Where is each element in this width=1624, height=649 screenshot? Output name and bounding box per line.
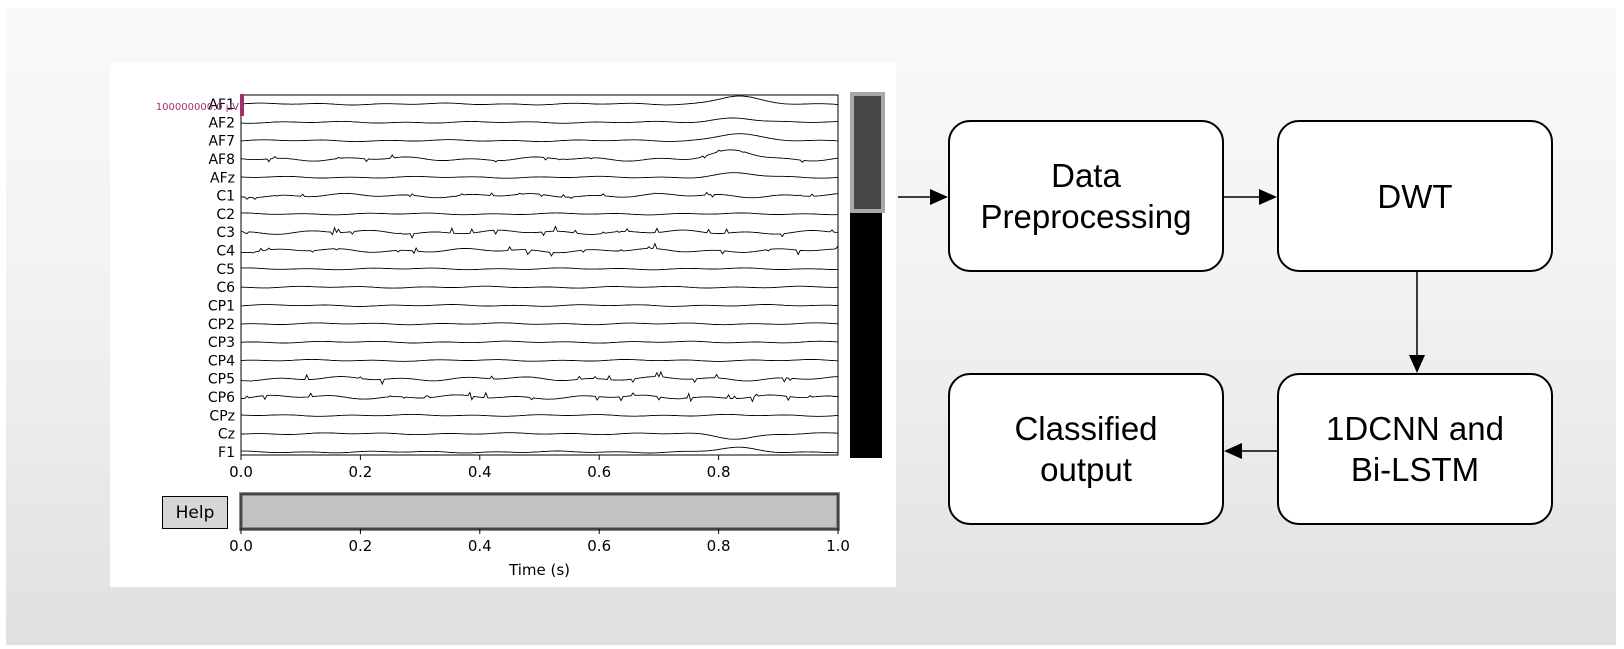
bottom-axis-tick-label: 0.0	[229, 537, 253, 555]
channel-label-cp6: CP6	[208, 390, 235, 406]
top-axis-tick-label: 0.0	[229, 463, 253, 481]
channel-label-cp4: CP4	[208, 353, 235, 369]
dwt-label: DWT	[1377, 177, 1453, 215]
channel-label-cp3: CP3	[208, 335, 235, 351]
channel-label-af7: AF7	[208, 134, 235, 150]
trace-c2	[241, 212, 839, 216]
trace-cpz	[240, 413, 839, 417]
channel-label-c5: C5	[216, 262, 235, 278]
trace-cp1	[240, 304, 839, 307]
channel-label-af2: AF2	[208, 115, 235, 131]
trace-c6	[240, 285, 839, 289]
bottom-axis-tick-label: 1.0	[826, 537, 850, 555]
channel-label-cp2: CP2	[208, 317, 235, 333]
eeg-viewer-panel: AF1 AF2 AF7 AF8 AFz C1 C2 C3 C4 C5 C6 CP1 CP2 CP3 CP4 C…	[110, 62, 896, 587]
top-axis-tick-label: 0.8	[707, 463, 731, 481]
trace-cp5	[240, 370, 839, 386]
trace-af1	[240, 95, 839, 106]
vertical-scrollbar-thumb	[854, 96, 881, 209]
cnn-bilstm-box: 1DCNN and Bi-LSTM	[1277, 373, 1553, 525]
channel-label-c1: C1	[216, 189, 235, 205]
x-axis-label: Time (s)	[508, 561, 570, 579]
channel-label-cp1: CP1	[208, 298, 235, 314]
channel-label-c6: C6	[216, 280, 235, 296]
bottom-axis-tick-label: 0.8	[707, 537, 731, 555]
top-axis-tick-label: 0.2	[348, 463, 372, 481]
bottom-axis-tick-label: 0.2	[348, 537, 372, 555]
scale-bar	[240, 94, 244, 116]
bottom-axis-tick-label: 0.4	[468, 537, 492, 555]
horizontal-scrollbar-frame	[240, 493, 839, 530]
channel-label-c4: C4	[216, 244, 235, 260]
channel-label-afz: AFz	[210, 170, 235, 186]
trace-cz	[240, 432, 839, 440]
trace-af2	[240, 117, 838, 124]
channel-label-c2: C2	[216, 207, 235, 223]
help-button[interactable]: Help	[162, 496, 228, 529]
trace-c3	[241, 225, 839, 239]
channel-label-cp5: CP5	[208, 372, 235, 388]
bottom-axis-tick-label: 0.6	[587, 537, 611, 555]
trace-cp3	[240, 340, 839, 344]
plot-frame	[240, 94, 839, 456]
channel-label-cz: Cz	[218, 427, 235, 443]
classified-output-label: Classified output	[1014, 410, 1158, 488]
data-preprocessing-label: Data Preprocessing	[980, 157, 1192, 235]
channel-label-af8: AF8	[208, 152, 235, 168]
channel-label-cpz: CPz	[209, 408, 235, 424]
trace-cp4	[240, 358, 838, 362]
trace-af8	[240, 149, 839, 163]
data-preprocessing-box: Data Preprocessing	[948, 120, 1224, 272]
channel-label-af1: AF1	[208, 97, 235, 113]
trace-c1	[240, 191, 839, 200]
dwt-box: DWT	[1277, 120, 1553, 272]
eeg-plot: AF1 AF2 AF7 AF8 AFz C1 C2 C3 C4 C5 C6 CP1 CP2 CP3 CP4 C…	[156, 92, 885, 579]
classified-output-box: Classified output	[948, 373, 1224, 525]
trace-c4	[241, 242, 839, 257]
trace-af7	[240, 133, 839, 143]
channel-label-c3: C3	[216, 225, 235, 241]
cnn-bilstm-label: 1DCNN and Bi-LSTM	[1326, 410, 1504, 488]
channel-label-f1: F1	[218, 445, 235, 461]
top-axis-tick-label: 0.4	[468, 463, 492, 481]
trace-c5	[241, 267, 838, 271]
horizontal-scrollbar-thumb	[243, 496, 836, 527]
trace-cp6	[240, 391, 839, 403]
trace-cp2	[240, 322, 839, 326]
trace-afz	[240, 172, 839, 179]
trace-f1	[241, 446, 839, 454]
top-axis-tick-label: 0.6	[587, 463, 611, 481]
scale-label: 100000000.0 µV	[156, 102, 239, 113]
